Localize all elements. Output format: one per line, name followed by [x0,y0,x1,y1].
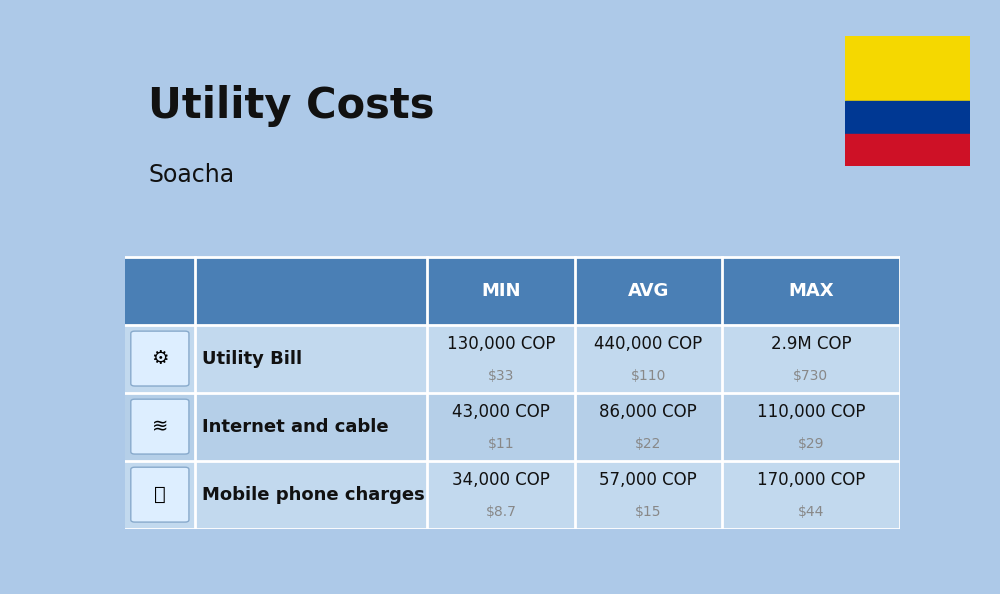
Text: Mobile phone charges: Mobile phone charges [202,486,425,504]
Text: Utility Bill: Utility Bill [202,350,303,368]
Text: $29: $29 [798,437,824,451]
Text: 170,000 COP: 170,000 COP [757,471,865,489]
Text: 34,000 COP: 34,000 COP [452,471,550,489]
FancyBboxPatch shape [131,399,189,454]
Text: Internet and cable: Internet and cable [202,418,389,435]
FancyBboxPatch shape [131,467,189,522]
Text: ⚙: ⚙ [151,349,169,368]
Text: 110,000 COP: 110,000 COP [757,403,865,421]
Text: $8.7: $8.7 [485,505,516,519]
Text: $22: $22 [635,437,661,451]
Bar [845,134,970,166]
Text: Soacha: Soacha [148,163,234,187]
Text: $33: $33 [488,369,514,383]
Text: $44: $44 [798,505,824,519]
Text: 440,000 COP: 440,000 COP [594,335,702,353]
Text: AVG: AVG [627,282,669,299]
Text: 2.9M COP: 2.9M COP [771,335,851,353]
Bar [845,36,970,101]
Text: 86,000 COP: 86,000 COP [599,403,697,421]
Text: 43,000 COP: 43,000 COP [452,403,550,421]
Text: Utility Costs: Utility Costs [148,85,435,127]
Text: $11: $11 [488,437,514,451]
Text: $15: $15 [635,505,661,519]
Text: $730: $730 [793,369,828,383]
Bar [125,460,900,529]
Bar [125,257,900,324]
FancyBboxPatch shape [131,331,189,386]
Text: ≋: ≋ [152,417,168,436]
Text: $110: $110 [630,369,666,383]
Text: 📱: 📱 [154,485,166,504]
Text: 130,000 COP: 130,000 COP [447,335,555,353]
Bar [845,101,970,134]
Bar [125,393,900,460]
Text: MAX: MAX [788,282,834,299]
Bar [125,324,900,393]
Text: MIN: MIN [481,282,521,299]
Text: 57,000 COP: 57,000 COP [599,471,697,489]
